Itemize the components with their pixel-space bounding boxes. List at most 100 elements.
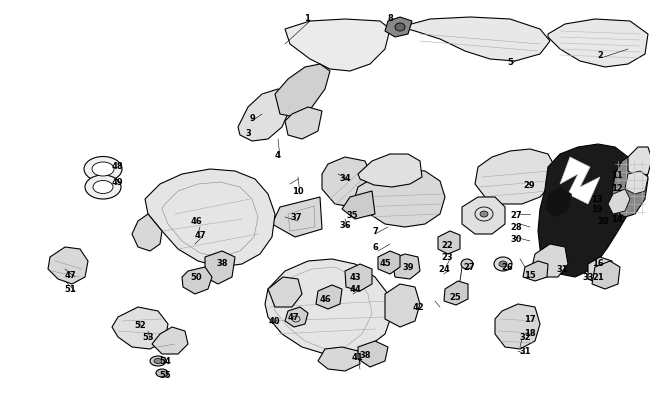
Polygon shape — [612, 158, 648, 217]
Polygon shape — [345, 264, 372, 291]
Text: 26: 26 — [501, 262, 513, 271]
Text: 21: 21 — [592, 273, 604, 282]
Text: 4: 4 — [275, 150, 281, 159]
Polygon shape — [560, 158, 600, 205]
Text: 46: 46 — [319, 295, 331, 304]
Text: 19: 19 — [592, 205, 603, 214]
Text: 14: 14 — [611, 215, 623, 224]
Text: 43: 43 — [349, 273, 361, 282]
Polygon shape — [475, 149, 555, 205]
Polygon shape — [358, 155, 422, 188]
Text: 39: 39 — [402, 262, 414, 271]
Ellipse shape — [92, 162, 114, 177]
Text: 9: 9 — [250, 113, 256, 122]
Text: 45: 45 — [379, 258, 391, 267]
Text: 49: 49 — [111, 177, 123, 186]
Text: 1: 1 — [304, 13, 310, 22]
Text: 7: 7 — [372, 227, 378, 236]
Text: 13: 13 — [592, 195, 603, 204]
Text: 6: 6 — [372, 243, 378, 252]
Polygon shape — [182, 267, 212, 294]
Polygon shape — [112, 307, 168, 349]
Text: 46: 46 — [190, 217, 202, 226]
Polygon shape — [628, 148, 650, 177]
Text: 35: 35 — [346, 210, 358, 219]
Polygon shape — [205, 252, 235, 284]
Polygon shape — [400, 18, 550, 62]
Polygon shape — [316, 285, 342, 309]
Text: 27: 27 — [463, 263, 474, 272]
Text: 24: 24 — [438, 265, 450, 274]
Text: 10: 10 — [292, 187, 304, 196]
Polygon shape — [318, 347, 360, 371]
Text: 2: 2 — [597, 50, 603, 60]
Text: 16: 16 — [592, 258, 604, 267]
Polygon shape — [275, 65, 330, 118]
Polygon shape — [285, 108, 322, 140]
Polygon shape — [438, 231, 460, 254]
Text: 3: 3 — [245, 128, 251, 137]
Text: 20: 20 — [597, 217, 609, 226]
Text: 27: 27 — [510, 210, 522, 219]
Polygon shape — [132, 215, 162, 252]
Text: 47: 47 — [194, 230, 206, 239]
Polygon shape — [392, 254, 420, 279]
Ellipse shape — [85, 175, 121, 200]
Polygon shape — [588, 257, 612, 284]
Text: 51: 51 — [64, 285, 76, 294]
Polygon shape — [238, 90, 290, 142]
Text: 33: 33 — [582, 273, 593, 282]
Polygon shape — [145, 170, 275, 267]
Text: 52: 52 — [134, 320, 146, 329]
Text: 41: 41 — [351, 353, 363, 362]
Text: 47: 47 — [287, 313, 299, 322]
Text: 54: 54 — [159, 357, 171, 366]
Text: 31: 31 — [519, 347, 531, 356]
Text: 42: 42 — [412, 303, 424, 312]
Ellipse shape — [461, 259, 473, 269]
Text: 12: 12 — [611, 183, 623, 192]
Text: 38: 38 — [216, 259, 228, 268]
Polygon shape — [385, 284, 420, 327]
Text: 17: 17 — [524, 315, 536, 324]
Polygon shape — [548, 20, 648, 68]
Polygon shape — [342, 192, 375, 220]
Polygon shape — [538, 145, 635, 277]
Text: 38: 38 — [359, 350, 370, 358]
Text: 40: 40 — [268, 317, 280, 326]
Polygon shape — [272, 198, 322, 237]
Polygon shape — [495, 304, 540, 349]
Polygon shape — [625, 172, 648, 194]
Text: 31: 31 — [556, 265, 568, 274]
Polygon shape — [268, 277, 302, 307]
Ellipse shape — [395, 24, 405, 32]
Text: 36: 36 — [339, 220, 351, 229]
Text: 34: 34 — [339, 173, 351, 182]
Polygon shape — [608, 190, 630, 215]
Polygon shape — [265, 259, 392, 354]
Ellipse shape — [93, 181, 113, 194]
Text: 5: 5 — [507, 58, 513, 66]
Polygon shape — [444, 281, 468, 305]
Polygon shape — [532, 244, 568, 277]
Text: 50: 50 — [190, 273, 202, 282]
Ellipse shape — [84, 157, 122, 182]
Text: 32: 32 — [519, 333, 531, 342]
Ellipse shape — [154, 358, 162, 364]
Ellipse shape — [156, 369, 168, 377]
Text: 48: 48 — [111, 161, 123, 170]
Text: 18: 18 — [524, 328, 536, 337]
Text: 28: 28 — [510, 223, 522, 232]
Text: 29: 29 — [523, 180, 535, 189]
Text: 8: 8 — [387, 13, 393, 22]
Polygon shape — [152, 327, 188, 354]
Polygon shape — [355, 170, 445, 228]
Text: 30: 30 — [510, 235, 522, 244]
Text: 11: 11 — [611, 170, 623, 179]
Polygon shape — [462, 198, 505, 234]
Text: 23: 23 — [441, 252, 453, 261]
Text: 15: 15 — [524, 270, 536, 279]
Ellipse shape — [494, 257, 512, 271]
Text: 22: 22 — [441, 240, 453, 249]
Polygon shape — [285, 307, 308, 327]
